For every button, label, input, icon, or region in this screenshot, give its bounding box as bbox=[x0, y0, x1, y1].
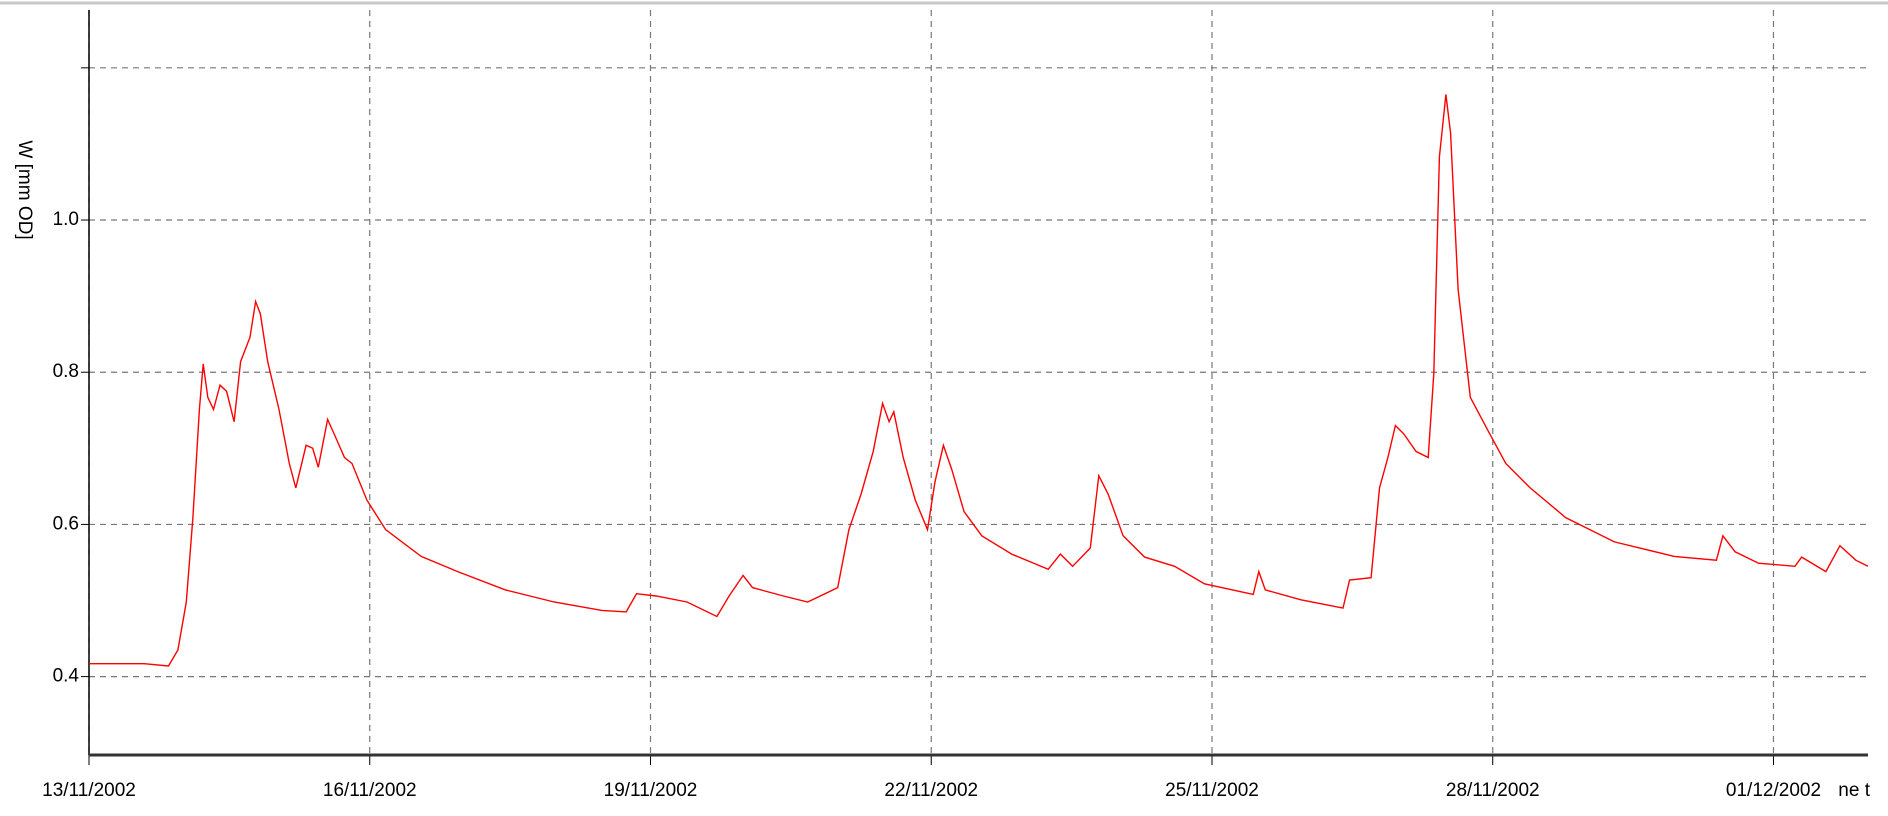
y-tick-label: 0.6 bbox=[53, 513, 79, 534]
x-tick-label: 28/11/2002 bbox=[1446, 780, 1540, 801]
y-tick-label: 0.4 bbox=[53, 666, 80, 687]
y-axis-label: W [mm OD] bbox=[14, 140, 35, 239]
x-tick-label: 22/11/2002 bbox=[884, 780, 978, 801]
y-tick-label: 1.0 bbox=[53, 209, 79, 230]
y-tick-label: 0.8 bbox=[53, 361, 79, 382]
x-tick-label: 01/12/2002 bbox=[1726, 780, 1821, 801]
x-tick-label: 16/11/2002 bbox=[323, 780, 417, 801]
x-axis-label: ne t bbox=[1838, 780, 1870, 801]
x-tick-label: 25/11/2002 bbox=[1165, 780, 1259, 801]
data-line bbox=[89, 94, 1869, 667]
x-tick-label: 13/11/2002 bbox=[42, 780, 136, 801]
x-tick-label: 19/11/2002 bbox=[604, 780, 698, 801]
